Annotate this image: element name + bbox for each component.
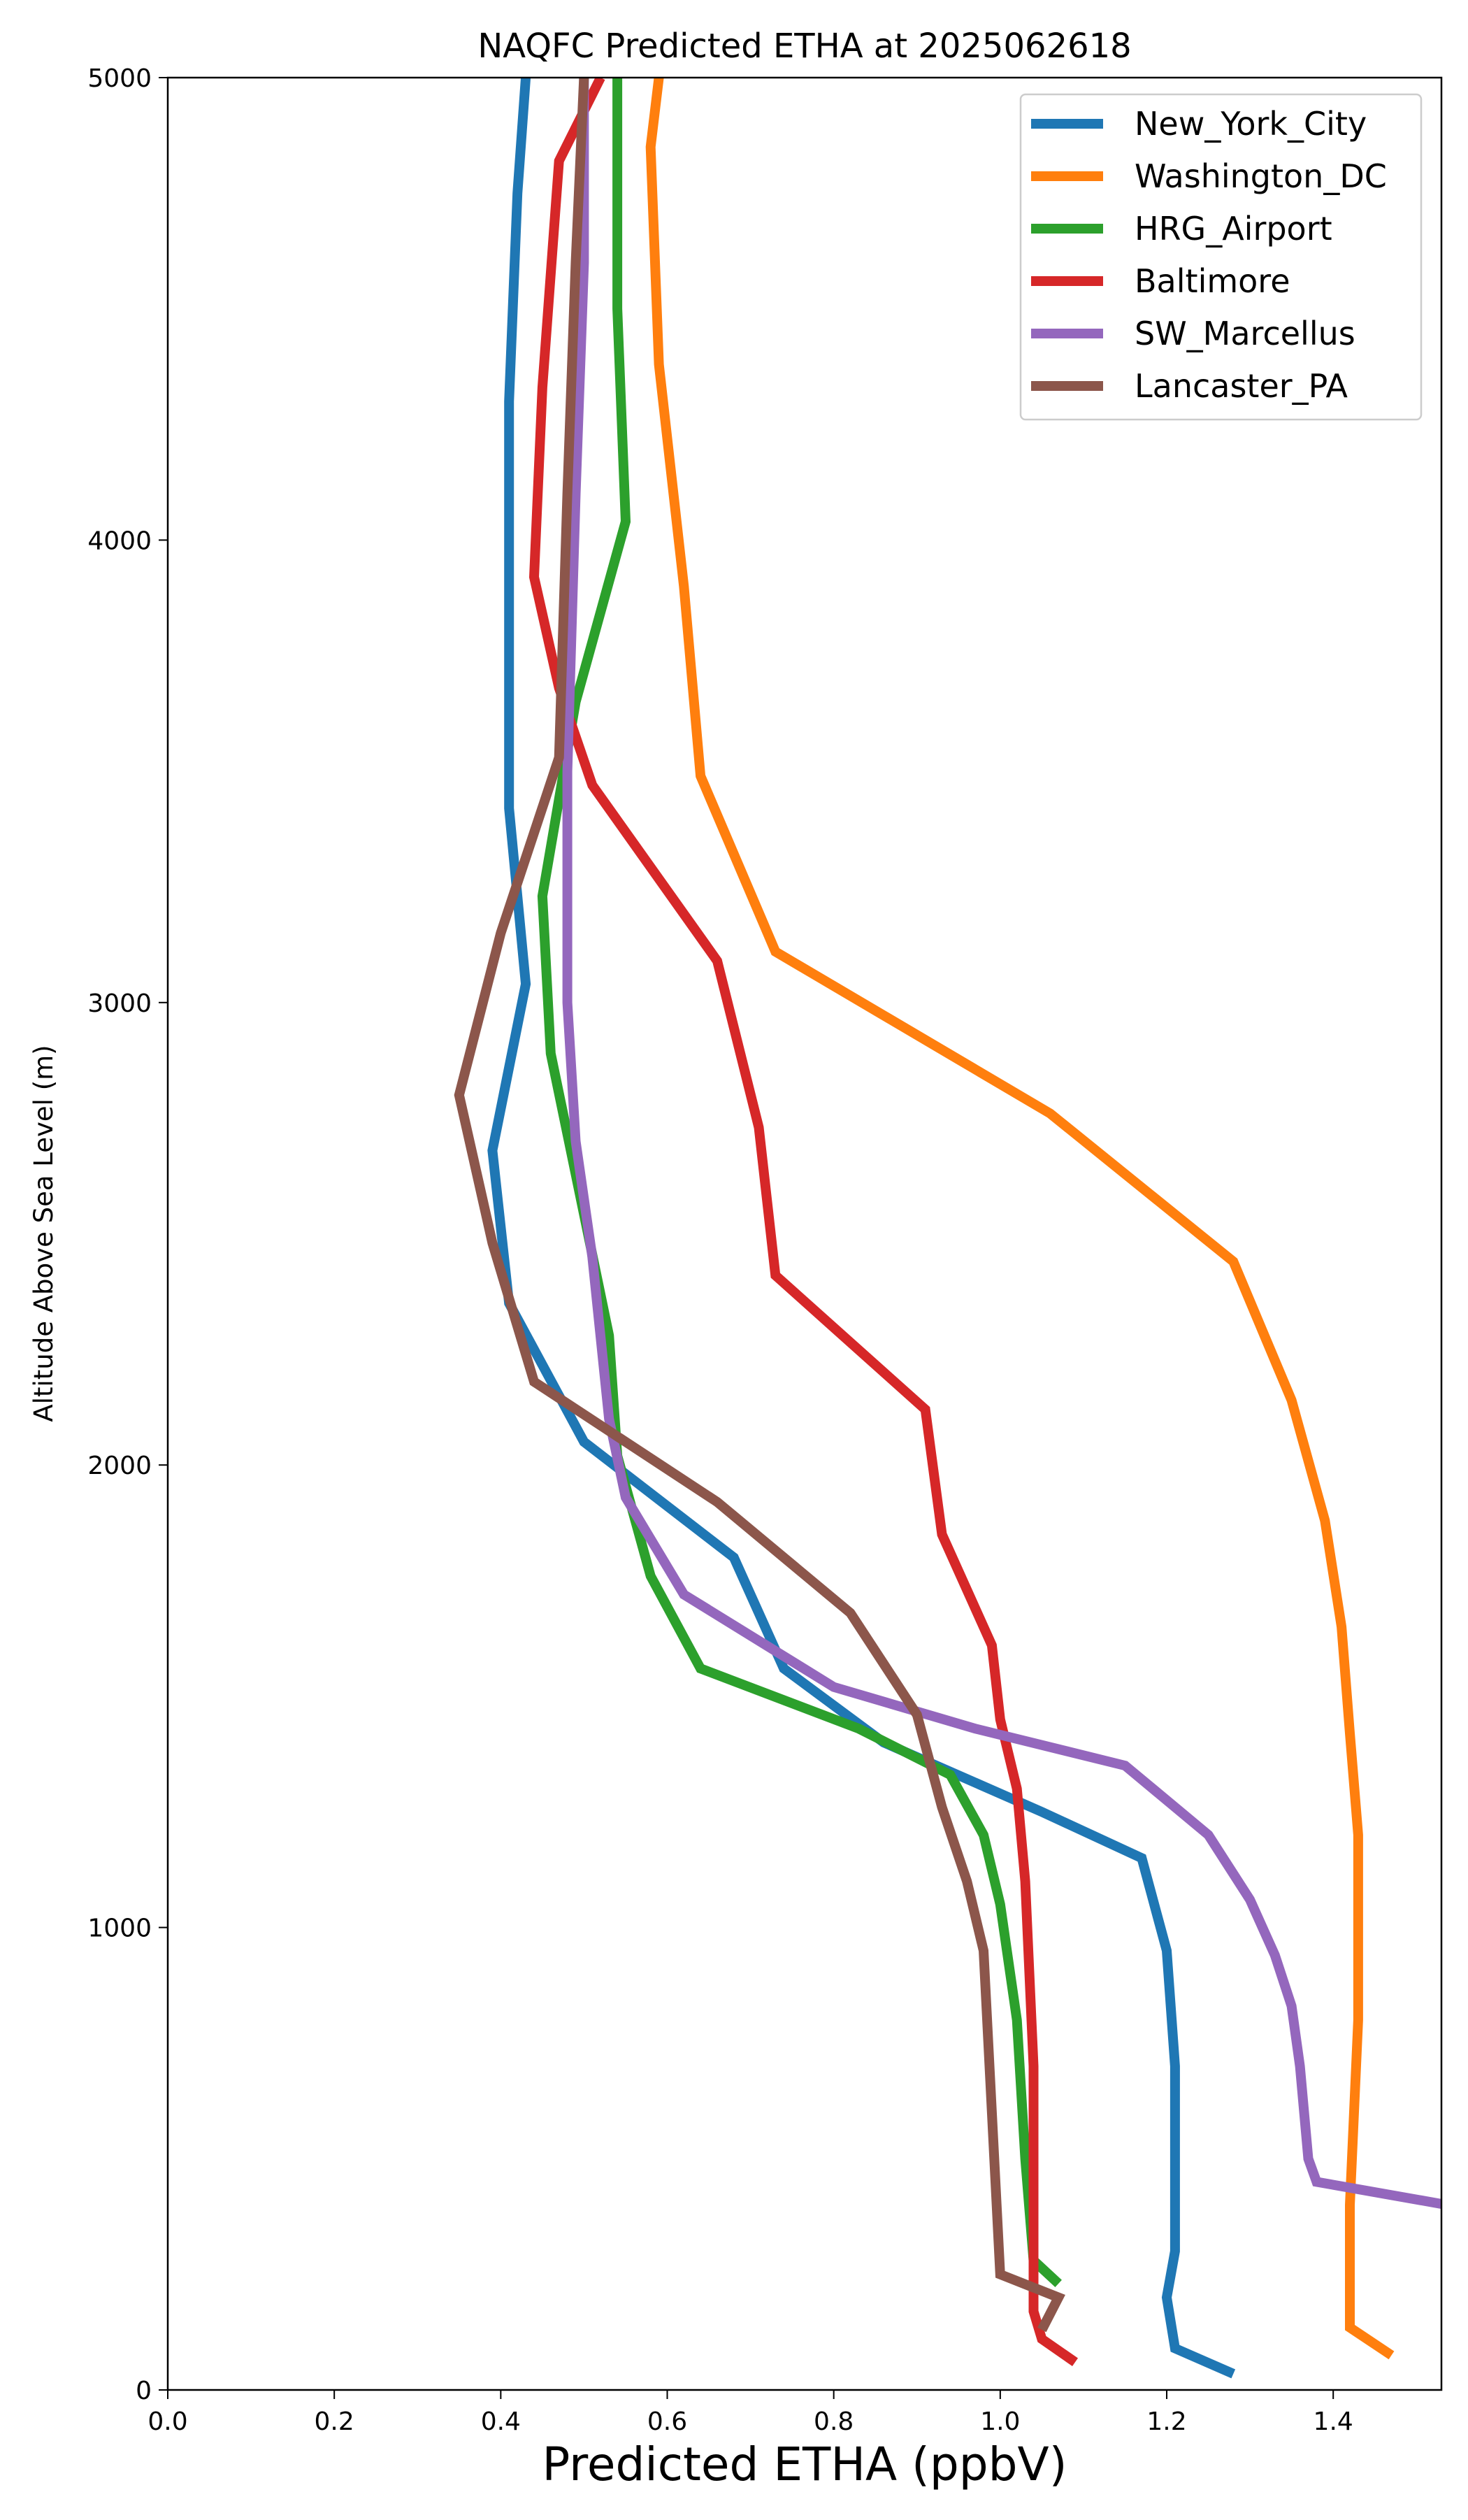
x-axis-label: Predicted ETHA (ppbV) — [542, 2437, 1067, 2491]
series-line-sw-marcellus — [562, 78, 1441, 2210]
x-tick-label: 1.0 — [980, 2407, 1020, 2436]
legend-label-new-york-city: New_York_City — [1135, 105, 1367, 143]
y-axis-label: Altitude Above Sea Level (m) — [29, 1045, 59, 1422]
legend: New_York_City Washington_DC HRG_Airport Bal… — [1019, 93, 1423, 421]
y-tick-label: 4000 — [87, 527, 152, 555]
chart-title: NAQFC Predicted ETHA at 2025062618 — [477, 27, 1131, 66]
x-tick-label: 0.2 — [315, 2407, 354, 2436]
series-line-baltimore — [528, 78, 1078, 2367]
series-layer — [454, 78, 1441, 2379]
series-line-new-york-city — [487, 78, 1236, 2379]
legend-label-baltimore: Baltimore — [1135, 262, 1290, 300]
y-tick-label: 0 — [136, 2377, 152, 2405]
x-tick-label: 0.6 — [647, 2407, 687, 2436]
x-tick-label: 0.4 — [481, 2407, 521, 2436]
series-line-washington-dc — [645, 78, 1395, 2360]
y-tick-label: 5000 — [87, 64, 152, 93]
series-line-lancaster-pa — [454, 78, 1065, 2333]
x-tick-label: 0.8 — [814, 2407, 854, 2436]
series-line-hrg-airport — [537, 78, 1062, 2288]
x-tick-label: 1.2 — [1146, 2407, 1186, 2436]
y-tick-label: 1000 — [87, 1914, 152, 1943]
y-tick-label: 3000 — [87, 989, 152, 1018]
legend-items: New_York_City Washington_DC HRG_Airport Bal… — [1031, 105, 1387, 405]
x-tick-label: 0.0 — [147, 2407, 187, 2436]
legend-label-sw-marcellus: SW_Marcellus — [1135, 315, 1355, 352]
x-axis: 0.0 0.2 0.4 0.6 0.8 1.0 1.2 1.4 — [147, 2390, 1353, 2436]
legend-frame — [1019, 93, 1423, 421]
y-tick-label: 2000 — [87, 1452, 152, 1480]
legend-label-washington-dc: Washington_DC — [1135, 157, 1387, 195]
legend-label-hrg-airport: HRG_Airport — [1135, 210, 1332, 248]
plot-frame — [166, 76, 1443, 2391]
x-tick-label: 1.4 — [1314, 2407, 1353, 2436]
plot-area — [166, 76, 1443, 2391]
legend-label-lancaster-pa: Lancaster_PA — [1135, 367, 1348, 405]
y-axis: 0 1000 2000 3000 4000 5000 — [87, 64, 168, 2405]
